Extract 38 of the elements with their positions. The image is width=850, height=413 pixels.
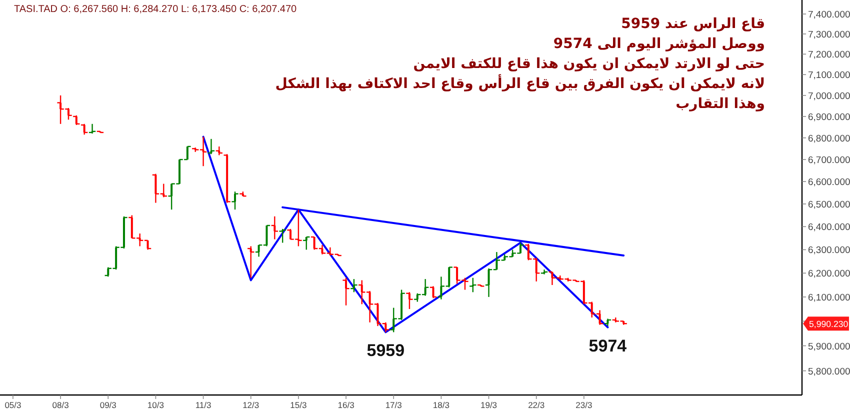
y-tick-label: 6,300.000 <box>808 245 850 256</box>
y-tick-label: 6,500.000 <box>808 199 850 210</box>
annotation: 5959 <box>366 341 405 360</box>
y-tick-label: 5,900.000 <box>808 341 850 352</box>
x-tick-label: 22/3 <box>528 400 545 410</box>
x-tick-label: 08/3 <box>52 400 70 410</box>
x-tick-label: 05/3 <box>4 400 22 410</box>
price-tag: 5,990.230 <box>803 316 849 331</box>
annotation: لانه لايمكن ان يكون الفرق بين قاع الرأس وقاع احد الاكتاف بهذا الشكل <box>275 74 765 94</box>
y-tick-label: 6,600.000 <box>808 177 850 188</box>
x-tick-label: 10/3 <box>147 400 164 410</box>
x-tick-label: 17/3 <box>385 400 402 410</box>
chart-title: TASI.TAD O: 6,267.560 H: 6,284.270 L: 6,173.450 C: 6,207.470 <box>14 4 298 15</box>
y-tick-label: 7,300.000 <box>808 29 850 40</box>
x-tick-label: 09/3 <box>100 400 117 410</box>
y-tick-label: 6,100.000 <box>808 292 850 304</box>
x-tick-label: 11/3 <box>195 400 212 410</box>
x-tick-label: 15/3 <box>290 400 307 410</box>
annotation: قاع الراس عند 5959 <box>620 15 765 34</box>
annotation: حتى لو الارتد لايمكن ان يكون هذا قاع للكتف الايمن <box>412 55 765 74</box>
annotation: 5974 <box>588 336 628 356</box>
y-tick-label: 7,000.000 <box>808 90 850 102</box>
y-tick-label: 6,400.000 <box>808 222 850 234</box>
annotation: ووصل المؤشر اليوم الى 9574 <box>552 35 765 54</box>
y-tick-label: 6,800.000 <box>808 133 850 144</box>
x-tick-label: 23/3 <box>576 400 592 410</box>
x-tick-label: 16/3 <box>338 400 355 410</box>
y-tick-label: 5,800.000 <box>808 366 850 378</box>
y-tick-label: 7,100.000 <box>808 70 850 82</box>
x-tick-label: 12/3 <box>242 400 260 410</box>
y-tick-label: 6,700.000 <box>808 155 850 166</box>
y-tick-label: 7,200.000 <box>808 50 850 61</box>
y-tick-label: 7,400.000 <box>808 10 850 21</box>
y-tick-label: 6,200.000 <box>808 268 850 280</box>
x-tick-label: 19/3 <box>480 400 498 410</box>
annotation: وهذا التقارب <box>674 95 765 114</box>
y-tick-label: 6,900.000 <box>808 112 850 123</box>
x-tick-label: 18/3 <box>432 400 450 410</box>
